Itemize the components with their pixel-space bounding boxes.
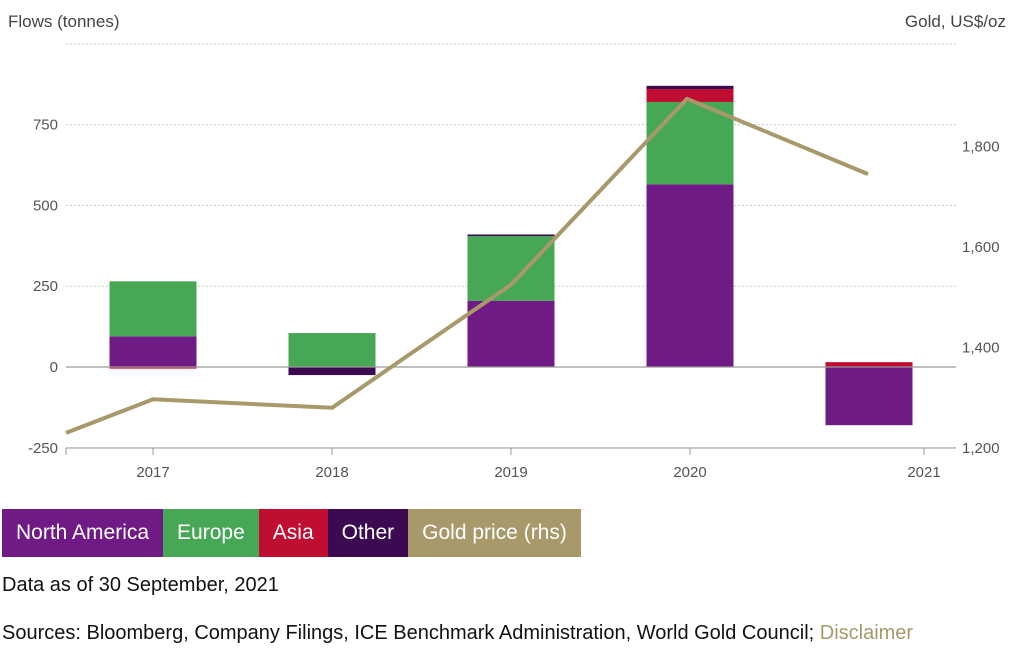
legend-item-europe[interactable]: Europe bbox=[163, 509, 259, 557]
bar-other-2019 bbox=[467, 234, 555, 237]
y-left-tick-label: 750 bbox=[33, 117, 58, 134]
y-axis-right-title: Gold, US$/oz bbox=[905, 12, 1006, 31]
y-left-tick-label: 0 bbox=[50, 359, 58, 376]
y-left-tick-label: -250 bbox=[28, 440, 58, 457]
bar-europe-2019 bbox=[467, 236, 555, 301]
bar-north-america-2019 bbox=[467, 300, 555, 367]
x-tick-label: 2020 bbox=[673, 464, 706, 481]
y-axis-right-ticks: 1,800 1,600 1,400 1,200 bbox=[962, 139, 1000, 458]
bar-asia-2017 bbox=[109, 367, 197, 369]
bar-europe-2018 bbox=[288, 333, 376, 367]
x-axis-ticks: 2017 2018 2019 2020 2021 bbox=[136, 448, 941, 481]
y-left-tick-label: 500 bbox=[33, 197, 58, 214]
x-tick-label: 2018 bbox=[315, 464, 348, 481]
x-tick-label: 2021 bbox=[907, 464, 940, 481]
legend-item-other[interactable]: Other bbox=[327, 509, 409, 557]
zero-line bbox=[65, 366, 956, 455]
gold-etf-flows-chart: Flows (tonnes) Gold, US$/oz 750 500 250 0 -2… bbox=[8, 12, 1006, 481]
sources-text: Sources: Bloomberg, Company Filings, ICE… bbox=[2, 622, 820, 644]
sources-line: Sources: Bloomberg, Company Filings, ICE… bbox=[2, 622, 913, 645]
y-axis-left-title: Flows (tonnes) bbox=[8, 12, 119, 31]
y-axis-left-ticks: 750 500 250 0 -250 bbox=[28, 117, 58, 457]
bar-europe-2017 bbox=[109, 281, 197, 337]
legend: North America Europe Asia Other Gold pri… bbox=[2, 509, 581, 557]
gold-price-line bbox=[65, 96, 869, 435]
legend-item-asia[interactable]: Asia bbox=[258, 509, 328, 557]
bar-europe-2020 bbox=[646, 101, 734, 185]
y-right-tick-label: 1,800 bbox=[962, 139, 1000, 156]
disclaimer-link[interactable]: Disclaimer bbox=[819, 622, 914, 644]
y-right-tick-label: 1,600 bbox=[962, 239, 1000, 256]
bar-north-america-2017 bbox=[109, 336, 197, 367]
y-right-tick-label: 1,400 bbox=[962, 340, 1000, 357]
data-date-note: Data as of 30 September, 2021 bbox=[2, 574, 279, 596]
x-tick-label: 2017 bbox=[136, 464, 169, 481]
x-tick-label: 2019 bbox=[494, 464, 527, 481]
gold-price-polyline bbox=[65, 96, 869, 435]
bar-north-america-2020 bbox=[646, 184, 734, 367]
legend-item-gold-price[interactable]: Gold price (rhs) bbox=[408, 509, 581, 557]
y-left-tick-label: 250 bbox=[33, 278, 58, 295]
bars bbox=[109, 85, 913, 426]
bar-other-2018 bbox=[288, 367, 376, 376]
bar-asia-2020 bbox=[646, 89, 734, 102]
bar-north-america-2021 bbox=[825, 367, 913, 426]
bar-asia-2021 bbox=[825, 362, 913, 367]
bar-other-2020 bbox=[646, 85, 734, 90]
legend-item-north-america[interactable]: North America bbox=[2, 509, 164, 557]
y-right-tick-label: 1,200 bbox=[962, 440, 1000, 457]
